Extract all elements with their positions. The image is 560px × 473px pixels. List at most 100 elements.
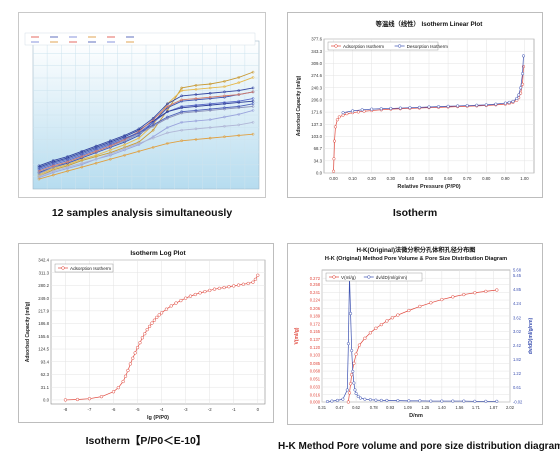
series-point (87, 397, 92, 401)
series-point (123, 134, 126, 137)
series-line (327, 275, 497, 402)
plot-area (50, 259, 266, 405)
series-point (108, 157, 112, 161)
isotherm-log-chart: Isotherm Log Plot -8 -7 -6 -5 -4 -3 -2 -1 0 0.0 31.… (25, 250, 266, 421)
series-point (417, 105, 422, 109)
y2-axis-label: dv/dD(ml/g/nm) (528, 317, 534, 354)
series-point (396, 399, 400, 403)
y-tick-label: 0.172 (310, 321, 321, 326)
series-point (456, 104, 460, 108)
series-point (94, 153, 98, 157)
series-point (484, 399, 488, 403)
series-point (429, 301, 433, 305)
series-point (137, 127, 141, 131)
caption-hk: H-K Method Pore volume and pore size dis… (278, 441, 560, 452)
series-point (241, 282, 246, 286)
series-point (333, 125, 338, 129)
series-point (341, 111, 345, 115)
series-point (484, 289, 488, 294)
y-tick-label: 0.000 (310, 400, 321, 405)
series-point (407, 308, 411, 313)
y-tick-label: 0.137 (310, 337, 321, 342)
series-point (495, 399, 499, 403)
y-tick-label: 186.8 (38, 321, 49, 326)
series-point (246, 281, 250, 286)
series-point (194, 93, 198, 96)
series-point (208, 136, 212, 140)
chart-title: Isotherm Log Plot (130, 250, 186, 257)
series-point (379, 322, 384, 327)
y-tick-label: 377.6 (311, 37, 322, 42)
series-point (137, 136, 141, 140)
y-tick-label: 274.6 (311, 73, 322, 78)
series-point (80, 149, 84, 153)
series-point (108, 144, 112, 148)
series-point (80, 161, 84, 165)
series-point (251, 90, 255, 94)
legend-label: Desorption Isotherm (407, 44, 449, 49)
series-point (251, 97, 255, 100)
panel-isotherm-frame: 等温线（线性） Isotherm Linear Plot 0.00 0.10 0.20… (287, 12, 543, 198)
series-point (99, 394, 104, 399)
series-point (222, 285, 226, 290)
legend-marker (397, 44, 402, 48)
series-point (166, 105, 169, 108)
series-point (37, 172, 41, 176)
series-point (227, 285, 231, 289)
series-point (407, 399, 411, 403)
x-tick-label: 0.31 (318, 405, 327, 410)
series-line (38, 76, 254, 176)
series-point (519, 86, 523, 90)
series-point (251, 70, 255, 74)
y2-tick-label: 2.42 (513, 343, 522, 348)
legend-label: V(ml/g) (341, 275, 356, 280)
y-tick-label: 0.224 (310, 298, 321, 303)
series-point (341, 113, 345, 117)
series-point (150, 321, 154, 325)
series-point (194, 83, 198, 87)
x-tick-label: -3 (184, 407, 188, 412)
legend-label: dv/dD(ml/g/nm) (376, 275, 408, 280)
series-point (152, 318, 157, 322)
series-point (237, 123, 241, 127)
y2-tick-label: 4.24 (513, 301, 522, 306)
x-tick-label: 0.90 (501, 176, 510, 181)
series-point (223, 94, 226, 98)
series-point (164, 307, 169, 311)
series-point (159, 311, 164, 315)
series-point (137, 149, 141, 153)
series-point (166, 142, 169, 145)
x-tick-label: 0.50 (425, 176, 434, 181)
y2-tick-label: 4.85 (513, 287, 522, 292)
series-point (507, 100, 511, 104)
series-point (193, 292, 197, 297)
series-point (473, 399, 477, 403)
series-point (166, 115, 169, 119)
y-axis-label: V(ml/g) (294, 327, 300, 344)
series-point (462, 399, 466, 403)
series-point (66, 165, 69, 169)
series-point (194, 119, 198, 123)
series-point (194, 138, 198, 141)
series-point (208, 82, 212, 86)
chart-title: H-K(Original)法微分积分孔体积孔径分布图 (357, 246, 476, 254)
legend-box (325, 272, 423, 282)
series-point (145, 327, 149, 332)
series-point (462, 292, 466, 297)
series-point (116, 386, 120, 390)
series-point (237, 105, 241, 108)
series-point (349, 311, 353, 316)
series-point (169, 304, 173, 308)
series-point (151, 123, 155, 127)
x-tick-label: 0.00 (329, 176, 338, 181)
series-point (180, 86, 184, 90)
legend-box (327, 41, 439, 51)
series-point (80, 155, 84, 158)
series-point (133, 351, 137, 355)
series-point (251, 99, 255, 103)
series-point (484, 103, 488, 107)
series-point (251, 105, 255, 108)
series-point (108, 148, 112, 152)
series-point (237, 76, 241, 79)
x-axis-label: D/nm (409, 413, 423, 419)
